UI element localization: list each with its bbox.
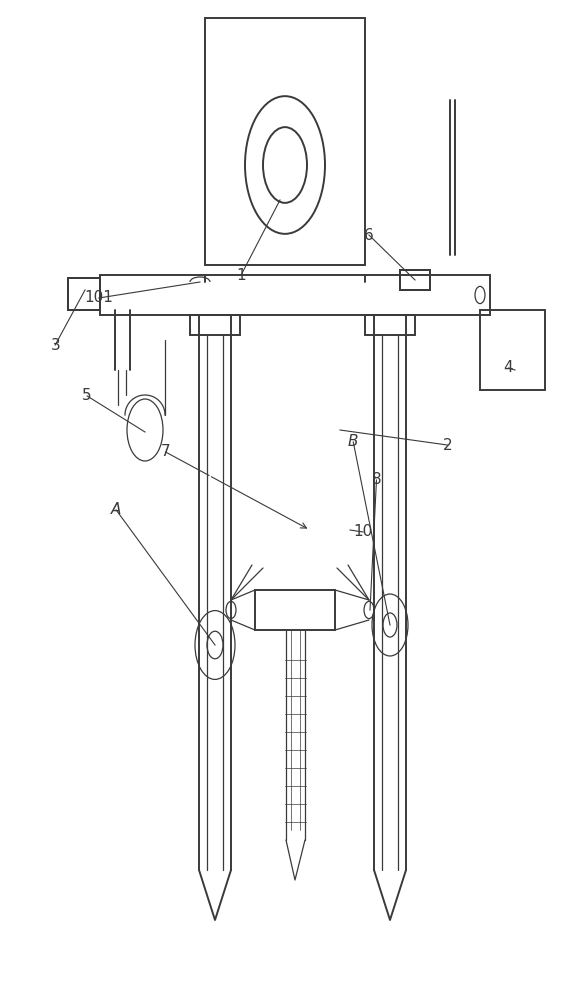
Text: 6: 6 <box>364 228 374 242</box>
Text: 7: 7 <box>161 444 170 460</box>
Text: A: A <box>111 502 121 518</box>
Bar <box>400 270 430 290</box>
Bar <box>205 18 365 265</box>
Text: 2: 2 <box>443 438 452 452</box>
Text: 10: 10 <box>353 524 373 540</box>
Text: 1: 1 <box>236 267 246 282</box>
Bar <box>100 275 490 315</box>
Bar <box>480 310 545 390</box>
Text: 101: 101 <box>84 290 113 306</box>
Bar <box>400 270 430 290</box>
Text: 8: 8 <box>372 473 381 488</box>
Bar <box>68 278 100 310</box>
Bar <box>190 315 240 335</box>
Bar <box>365 315 415 335</box>
Text: 4: 4 <box>504 360 513 375</box>
Bar <box>255 590 335 630</box>
Text: 5: 5 <box>83 388 92 403</box>
Bar <box>68 278 100 310</box>
Text: 3: 3 <box>51 338 60 353</box>
Text: B: B <box>348 434 358 450</box>
